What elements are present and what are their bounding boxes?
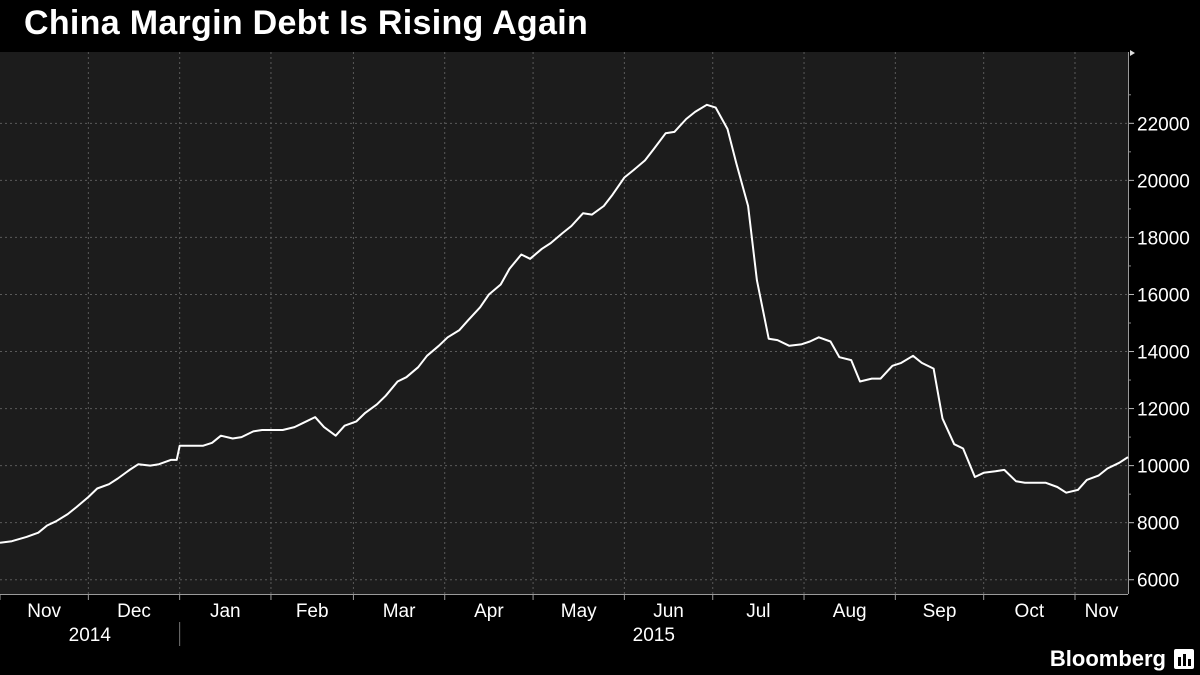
x-tick-label: Jul	[746, 601, 770, 622]
x-tick-label: Nov	[27, 601, 61, 622]
y-tick-label: 8000	[1137, 514, 1179, 535]
y-tick-label: 20000	[1137, 171, 1190, 192]
y-tick-label: 18000	[1137, 228, 1190, 249]
chart-title: China Margin Debt Is Rising Again	[24, 4, 589, 42]
axes	[0, 50, 1135, 646]
series-line	[0, 103, 1129, 544]
tick-labels: Nov Dec Jan Feb Mar Apr May Jun Jul Aug Sep Oct Nov 2…	[27, 114, 1190, 646]
y-tick-label: 6000	[1137, 571, 1179, 592]
x-tick-label: Oct	[1015, 601, 1045, 622]
x-tick-label: Dec	[117, 601, 151, 622]
y-tick-label: 14000	[1137, 343, 1190, 364]
bloomberg-bars-icon	[1174, 649, 1194, 669]
x-tick-label: Apr	[474, 601, 504, 622]
year-label: 2015	[633, 625, 675, 646]
x-gridlines	[87, 52, 1076, 594]
x-tick-label: Aug	[833, 601, 867, 622]
x-tick-label: Jun	[653, 601, 684, 622]
y-tick-label: 12000	[1137, 400, 1190, 421]
y-tick-label: 10000	[1137, 457, 1190, 478]
source-label: Bloomberg	[1049, 646, 1166, 671]
y-tick-label: 22000	[1137, 114, 1190, 135]
x-tick-label: May	[561, 601, 597, 622]
series-group	[0, 103, 1129, 544]
y-tick-label: 16000	[1137, 285, 1190, 306]
x-tick-label: Mar	[383, 601, 416, 622]
plot-background	[0, 52, 1128, 594]
x-tick-label: Jan	[210, 601, 241, 622]
axis-arrow	[1130, 50, 1135, 56]
x-tick-label: Feb	[296, 601, 329, 622]
year-label: 2014	[69, 625, 112, 646]
x-tick-label: Sep	[923, 601, 957, 622]
x-tick-label: Nov	[1085, 601, 1119, 622]
